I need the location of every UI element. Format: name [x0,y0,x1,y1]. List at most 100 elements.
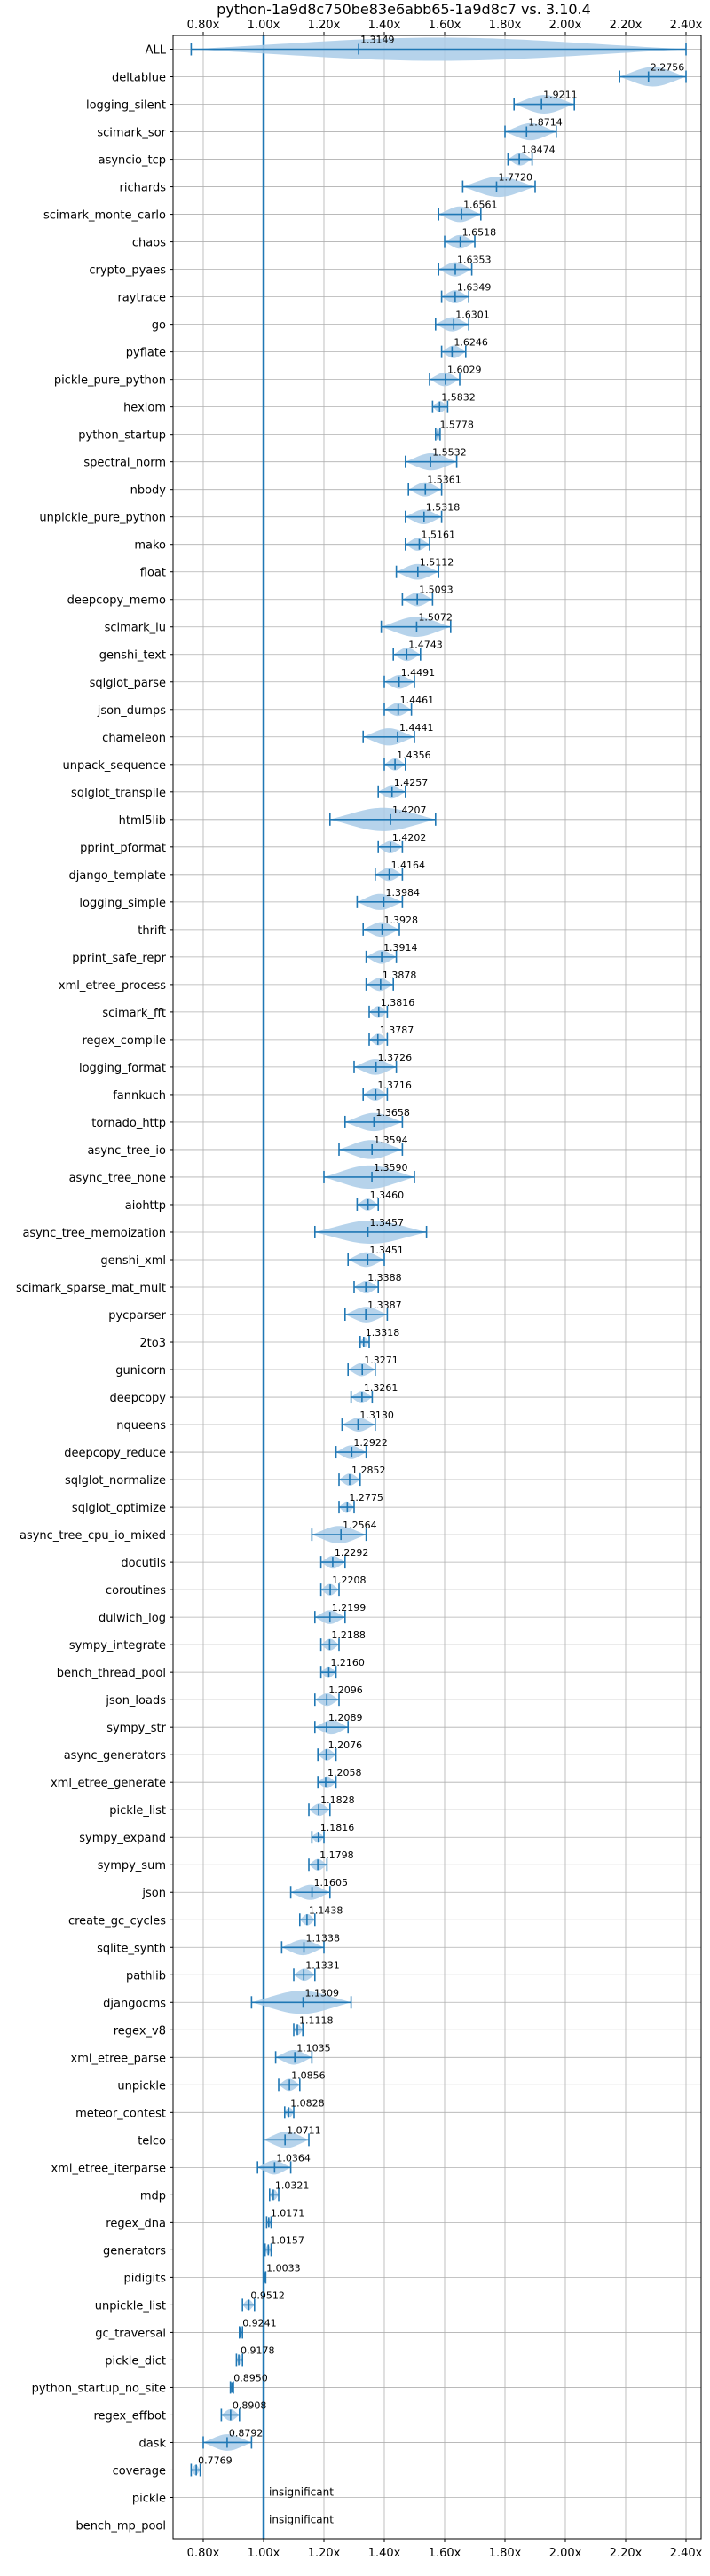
mean-value-label: 1.3590 [374,1162,408,1174]
benchmark-label: sqlite_synth [97,1942,166,1955]
x-tick-label-bottom: 1.00x [248,2547,280,2560]
benchmark-label: unpickle [117,2079,166,2093]
benchmark-label: coverage [113,2464,166,2478]
mean-value-label: 1.3130 [359,1410,394,1421]
benchmark-label: create_gc_cycles [68,1914,166,1928]
mean-value-label: 1.3878 [383,970,417,981]
benchmark-label: unpack_sequence [62,759,166,773]
mean-value-label: 1.3914 [383,942,418,954]
benchmark-label: scimark_monte_carlo [43,209,166,223]
benchmark-label: scimark_sor [97,127,166,140]
mean-value-label: 1.0157 [270,2234,304,2246]
mean-value-label: 1.0828 [290,2097,325,2109]
mean-value-label: 1.0171 [271,2207,305,2219]
mean-value-label: 1.1816 [320,1822,355,1834]
benchmark-label: sqlglot_normalize [65,1474,166,1488]
mean-value-label: 1.2208 [332,1575,367,1586]
benchmark-label: sqlglot_transpile [71,787,166,800]
x-tick-label-bottom: 0.80x [187,2547,220,2560]
benchmark-label: deltablue [112,72,166,85]
x-tick-label-top: 0.80x [187,19,220,32]
mean-value-label: 1.2852 [351,1465,386,1476]
mean-value-label: 0.7769 [198,2454,233,2466]
mean-value-label: 1.3387 [367,1300,402,1311]
mean-value-label: 1.2076 [328,1740,363,1751]
benchmark-label: json_loads [105,1694,166,1708]
mean-value-label: 1.3594 [374,1135,408,1146]
benchmark-label: pickle_pure_python [54,374,166,388]
benchmark-label: go [152,319,166,333]
x-tick-label-top: 2.00x [549,19,582,32]
benchmark-label: pprint_pformat [80,842,166,855]
mean-value-label: 1.6349 [457,282,492,294]
benchmark-label: logging_format [79,1062,166,1075]
mean-value-label: 1.5161 [421,530,455,541]
benchmark-label: hexiom [123,402,166,415]
benchmark-label: generators [103,2244,166,2258]
benchmark-label: deepcopy_reduce [64,1447,166,1460]
mean-value-label: 1.5318 [426,502,461,514]
mean-value-label: 1.6353 [457,255,492,266]
mean-value-label: 0.8950 [233,2372,268,2384]
mean-value-label: 1.4743 [408,640,443,651]
benchmark-label: python_startup [78,429,166,443]
benchmark-label: pickle [132,2492,166,2505]
benchmark-label: genshi_text [99,649,166,663]
mean-value-label: 1.4257 [394,777,429,789]
benchmark-label: xml_etree_iterparse [51,2162,166,2175]
mean-value-label: 1.1309 [305,1987,340,1999]
mean-value-label: 1.6029 [447,365,481,376]
benchmark-label: json_dumps [97,704,166,718]
benchmark-label: regex_compile [82,1034,166,1048]
mean-value-label: 1.3261 [364,1382,398,1394]
mean-value-label: 1.2160 [330,1657,365,1669]
label-layer: 1.3149 2.2756 1.9211 1.8714 1.8474 1.7720 1.65… [198,35,684,2526]
benchmark-label: meteor_contest [75,2107,166,2120]
benchmark-label: coroutines [106,1584,166,1598]
chart-title: python-1a9d8c750be83e6abb65-1a9d8c7 vs. … [217,1,591,18]
insignificant-label: insignificant [269,2513,334,2525]
x-tick-label-bottom: 1.40x [368,2547,401,2560]
mean-value-label: 1.4207 [392,805,427,816]
benchmark-label: genshi_xml [100,1254,166,1268]
mean-value-label: 1.3658 [375,1107,410,1119]
benchmark-label: xml_etree_parse [71,2052,166,2065]
mean-value-label: 1.8474 [521,145,556,156]
mean-value-label: 1.6518 [462,227,497,239]
mean-value-label: 1.2089 [328,1712,363,1724]
x-tick-label-bottom: 2.40x [670,2547,703,2560]
benchmark-label: pyflate [126,347,166,360]
mean-value-label: 1.4356 [397,750,431,761]
benchmark-label: bench_thread_pool [57,1667,166,1680]
mean-value-label: 1.2188 [331,1630,366,1641]
benchmark-label: spectral_norm [83,457,166,470]
benchmark-label: scimark_fft [102,1007,166,1020]
mean-value-label: 1.1338 [305,1932,340,1944]
benchmark-label: fannkuch [113,1089,166,1103]
mean-value-label: 1.2922 [353,1437,388,1449]
mean-value-label: 1.3726 [378,1052,413,1064]
mean-value-label: 1.0711 [287,2124,321,2136]
benchmark-label: dulwich_log [99,1612,166,1625]
benchmark-label: mako [134,539,166,553]
x-tick-label-top: 1.00x [248,19,280,32]
mean-value-label: 1.5832 [441,392,475,404]
benchmark-label: sqlglot_optimize [72,1502,166,1515]
mean-value-label: 1.3928 [384,915,419,926]
benchmark-label: 2to3 [139,1337,166,1350]
mean-value-label: 1.0856 [291,2069,326,2081]
benchmark-label: sympy_sum [98,1859,166,1873]
x-tick-label-bottom: 1.80x [489,2547,522,2560]
benchmark-label: asyncio_tcp [99,154,166,168]
benchmark-label: dask [138,2437,166,2450]
benchmark-label: scimark_lu [105,622,166,635]
mean-value-label: 1.1438 [309,1905,343,1916]
benchmark-label: async_tree_cpu_io_mixed [20,1529,166,1543]
mean-value-label: 1.5112 [420,557,454,569]
benchmark-label: crypto_pyaes [89,264,166,278]
benchmark-label: sympy_str [106,1722,166,1735]
x-tick-label-top: 2.20x [610,19,643,32]
benchmark-label: sqlglot_parse [90,677,166,690]
